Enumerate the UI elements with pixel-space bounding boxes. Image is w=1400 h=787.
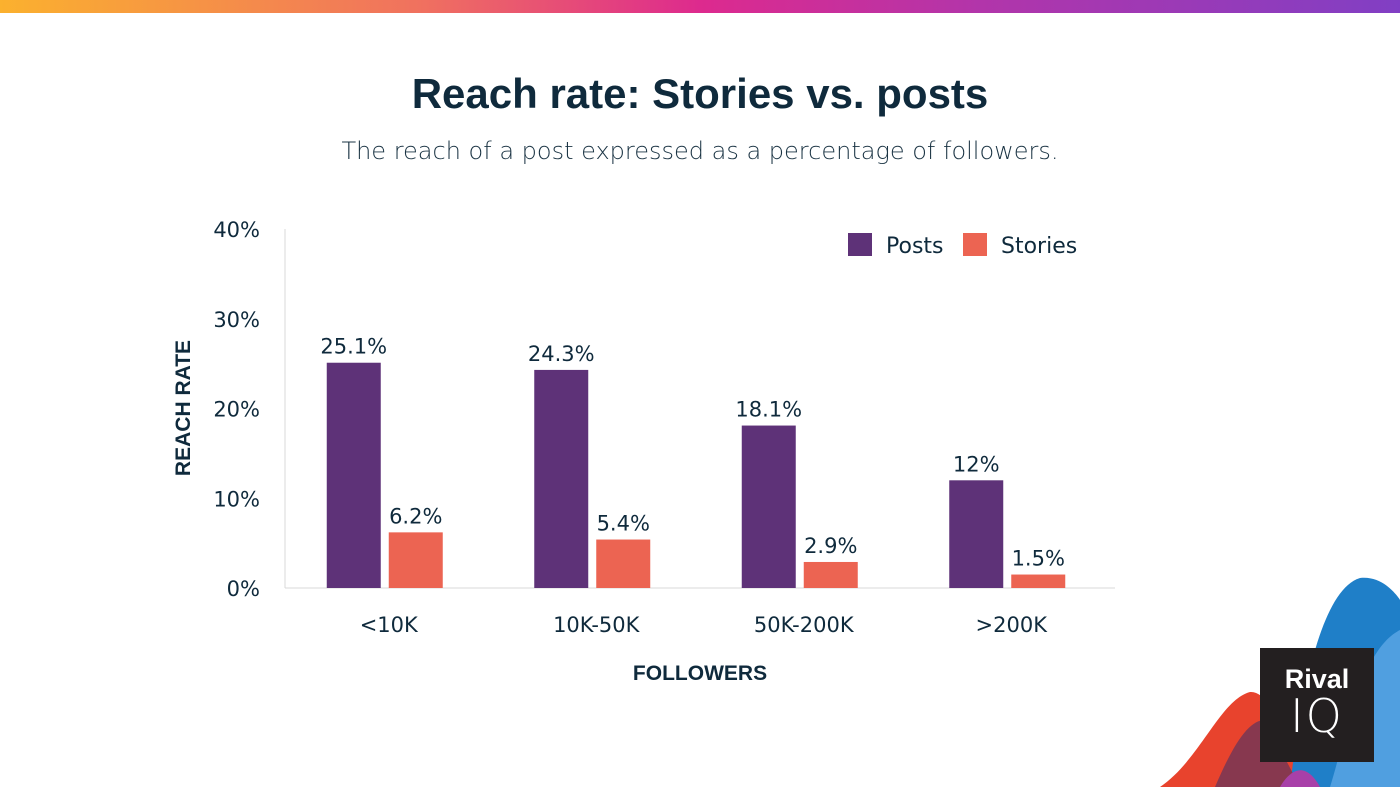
data-label: 1.5% xyxy=(1012,547,1065,571)
bar-posts xyxy=(949,480,1004,588)
bar-posts xyxy=(741,425,796,588)
x-tick-label: <10K xyxy=(360,613,419,637)
bar-stories xyxy=(596,539,651,588)
data-label: 12% xyxy=(953,452,1000,476)
x-tick-label: 50K-200K xyxy=(754,613,855,637)
rival-iq-logo: Rival IQ xyxy=(1260,648,1374,762)
x-tick-label: 10K-50K xyxy=(553,613,641,637)
y-tick-label: 0% xyxy=(227,577,260,601)
y-axis-label: REACH RATE xyxy=(172,340,195,476)
data-label: 2.9% xyxy=(804,534,857,558)
bar-stories xyxy=(803,561,858,588)
logo-text-iq: IQ xyxy=(1290,689,1344,743)
y-tick-label: 20% xyxy=(213,398,260,422)
x-tick-label: >200K xyxy=(976,613,1049,637)
data-label: 6.2% xyxy=(389,504,442,528)
legend-label: Posts xyxy=(886,234,944,259)
data-label: 18.1% xyxy=(735,398,802,422)
legend-label: Stories xyxy=(1001,234,1077,259)
data-label: 25.1% xyxy=(320,335,387,359)
y-tick-label: 40% xyxy=(213,218,260,242)
chart-subtitle: The reach of a post expressed as a perce… xyxy=(341,137,1059,165)
data-label: 5.4% xyxy=(597,512,650,536)
y-tick-label: 10% xyxy=(213,487,260,511)
data-label: 24.3% xyxy=(528,342,595,366)
bar-posts xyxy=(534,369,589,588)
legend-swatch-posts xyxy=(848,233,872,256)
bar-stories xyxy=(1011,574,1066,588)
bar-stories xyxy=(388,532,443,588)
chart-title: Reach rate: Stories vs. posts xyxy=(411,70,989,117)
legend-swatch-stories xyxy=(963,233,987,256)
y-tick-label: 30% xyxy=(213,308,260,332)
gradient-top-bar xyxy=(0,0,1400,13)
logo-text-rival: Rival xyxy=(1284,664,1350,694)
x-axis-label: FOLLOWERS xyxy=(633,662,767,685)
bar-posts xyxy=(326,362,381,588)
